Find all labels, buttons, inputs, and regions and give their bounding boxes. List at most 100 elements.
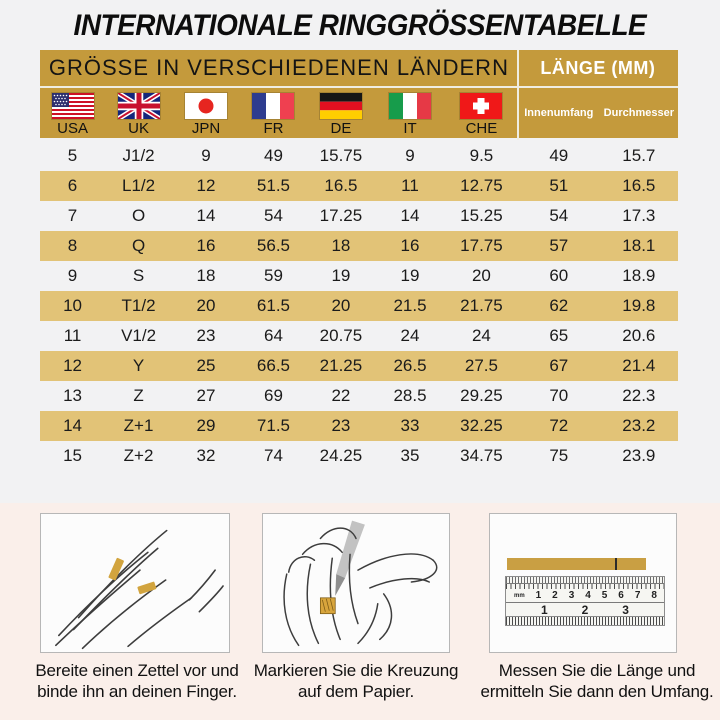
table-cell: 9: [67, 266, 78, 285]
table-cell: 72: [549, 416, 569, 435]
switzerland-flag-icon: [460, 92, 503, 119]
hand-with-paper-strip-illustration: [55, 529, 224, 650]
table-cell: 14: [196, 206, 216, 225]
table-cell: V1/2: [121, 326, 157, 345]
table-cell: 16: [196, 236, 216, 255]
paper-strip-illustration: [507, 558, 646, 570]
table-cell: 28.5: [393, 386, 427, 405]
table-cell: 19: [400, 266, 420, 285]
table-cell: 65: [549, 326, 569, 345]
germany-flag-icon: [319, 92, 362, 119]
table-row: 5 J1/2 9 49 15.75 9 9.5 49 15.7: [40, 141, 678, 171]
table-cell: 10: [63, 296, 82, 315]
table-row: 9 S 18 59 19 19 20 60 18.9: [40, 261, 678, 291]
country-label: JPN: [191, 119, 221, 137]
country-fr: FR: [240, 88, 307, 138]
table-cell: 19: [331, 266, 351, 285]
table-cell: 29.25: [460, 386, 503, 405]
usa-flag-icon: [51, 92, 94, 119]
table-cell: 24.25: [319, 446, 363, 465]
strip-mark: [615, 558, 617, 570]
table-cell: Z+2: [123, 446, 154, 465]
table-cell: 57: [549, 236, 569, 255]
table-cell: 60: [549, 266, 569, 285]
table-cell: 11: [401, 176, 419, 195]
table-cell: 9: [201, 146, 211, 165]
table-cell: 23: [196, 326, 216, 345]
header-length-label: LÄNGE (MM): [540, 57, 656, 78]
table-row: 15 Z+2 32 74 24.25 35 34.75 75 23.9: [40, 441, 678, 471]
table-row: 10 T1/2 20 61.5 20 21.5 21.75 62 19.8: [40, 291, 678, 321]
table-cell: 75: [549, 446, 569, 465]
table-cell: 15.25: [460, 206, 503, 225]
italy-flag-icon: [388, 92, 431, 119]
table-cell: Y: [132, 356, 145, 375]
table-cell: 62: [549, 296, 569, 315]
table-cell: 17.75: [460, 236, 503, 255]
table-cell: 71.5: [256, 416, 291, 435]
table-cell: L1/2: [122, 176, 156, 195]
table-cell: 29: [196, 416, 216, 435]
table-cell: 12.75: [460, 176, 503, 195]
table-cell: 17.3: [622, 206, 656, 225]
country-label: UK: [128, 119, 149, 137]
table-cell: 14: [400, 206, 420, 225]
table-cell: 32.25: [460, 416, 503, 435]
table-cell: 16.5: [622, 176, 656, 195]
table-cell: 64: [264, 326, 283, 345]
table-cell: 17.25: [319, 206, 363, 225]
country-label: IT: [403, 119, 417, 137]
instruction-caption-1: Bereite einen Zettel vor und binde ihn a…: [35, 661, 239, 702]
table-row: 14 Z+1 29 71.5 23 33 32.25 72 23.2: [40, 411, 678, 441]
table-cell: 74: [264, 446, 283, 465]
hand-marking-pen-illustration: [283, 520, 438, 647]
table-cell: 18.9: [622, 266, 656, 285]
table-cell: 27: [196, 386, 216, 405]
table-cell: 7: [67, 206, 78, 225]
instruction-box-1: [40, 513, 230, 653]
table-cell: 9: [405, 146, 415, 165]
country-usa: USA: [40, 88, 105, 138]
table-cell: 67: [549, 356, 569, 375]
table-rows: 5 J1/2 9 49 15.75 9 9.5 49 15.7 6 L1/2 12 51.5 16.5 11…: [40, 141, 678, 471]
table-cell: 15: [63, 446, 82, 465]
table-cell: 9.5: [469, 146, 494, 165]
header-sizes-label: GRÖSSE IN VERSCHIEDENEN LÄNDERN: [48, 55, 509, 80]
ruler-edge-hatch: [506, 577, 664, 584]
table-cell: 69: [264, 386, 283, 405]
table-cell: 15.75: [319, 146, 363, 165]
table-cell: 20: [196, 296, 216, 315]
table-cell: 51.5: [256, 176, 291, 195]
table-cell: 54: [264, 206, 283, 225]
country-che: CHE: [445, 88, 518, 138]
table-cell: 32: [196, 446, 216, 465]
table-row: 8 Q 16 56.5 18 16 17.75 57 18.1: [40, 231, 678, 261]
subheader-inner-circumference: Innenumfang: [524, 107, 594, 119]
table-cell: 66.5: [256, 356, 291, 375]
table-cell: 8: [67, 236, 78, 255]
table-cell: 14: [63, 416, 82, 435]
table-cell: 21.4: [622, 356, 656, 375]
table-cell: Q: [131, 236, 146, 255]
ruler-unit-label: mm: [514, 592, 525, 599]
country-jpn: JPN: [172, 88, 240, 138]
table-cell: Z: [133, 386, 144, 405]
country-label: DE: [330, 119, 352, 137]
table-cell: 49: [549, 146, 569, 165]
table-cell: 20.75: [319, 326, 363, 345]
table-cell: 18: [331, 236, 351, 255]
table-cell: 21.5: [393, 296, 427, 315]
table-cell: 24: [400, 326, 420, 345]
table-row: 13 Z 27 69 22 28.5 29.25 70 22.3: [40, 381, 678, 411]
header-vertical-divider: [516, 50, 519, 140]
table-cell: 5: [67, 146, 78, 165]
table-cell: 22: [331, 386, 351, 405]
table-cell: 26.5: [393, 356, 427, 375]
table-cell: 11: [63, 326, 82, 345]
table-cell: Z+1: [123, 416, 154, 435]
country-label: USA: [57, 119, 88, 137]
ruler-inch-ticks: [506, 616, 664, 625]
table-cell: 18: [196, 266, 216, 285]
table-cell: 35: [400, 446, 420, 465]
